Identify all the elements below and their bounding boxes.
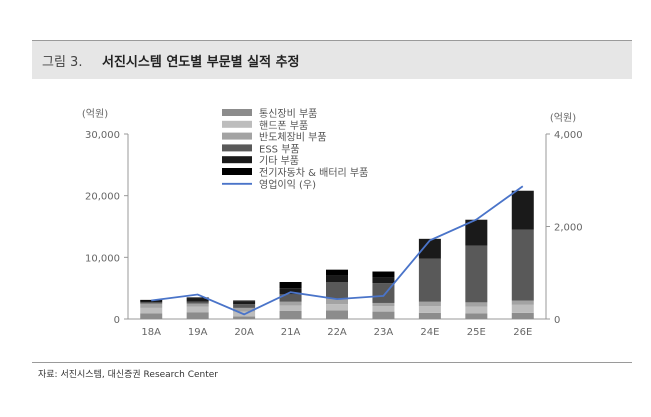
left-tick-label: 10,000 bbox=[85, 253, 120, 264]
x-tick-label: 18A bbox=[141, 327, 161, 338]
bar-segment bbox=[140, 302, 163, 304]
bar-segment bbox=[372, 302, 395, 307]
bar-segment bbox=[233, 300, 256, 302]
bar-segment bbox=[186, 297, 209, 299]
legend-swatch bbox=[222, 109, 252, 116]
legend-label: 전기자동차 & 배터리 부품 bbox=[259, 167, 368, 179]
figure-header: 그림 3. 서진시스템 연도별 부문별 실적 추정 bbox=[32, 41, 632, 79]
bar-segment bbox=[465, 219, 488, 246]
bar-segment bbox=[233, 307, 256, 312]
x-tick-label: 22A bbox=[327, 327, 347, 338]
bar-segment bbox=[418, 312, 441, 319]
bar-segment bbox=[418, 306, 441, 313]
bar-segment bbox=[511, 312, 534, 319]
bar-segment bbox=[511, 229, 534, 301]
left-tick-label: 30,000 bbox=[85, 130, 120, 141]
legend-swatch bbox=[222, 168, 252, 175]
legend-label: ESS 부품 bbox=[259, 143, 300, 155]
right-tick-label: 0 bbox=[554, 315, 560, 326]
bar-segment bbox=[465, 306, 488, 314]
bar-segment bbox=[418, 258, 441, 302]
legend-swatch bbox=[222, 120, 252, 128]
x-tick-label: 20A bbox=[234, 327, 254, 338]
bar-segment bbox=[140, 313, 163, 319]
bar-segment bbox=[511, 304, 534, 313]
x-tick-label: 21A bbox=[281, 327, 301, 338]
bar-segment bbox=[326, 275, 348, 282]
x-tick-label: 23A bbox=[374, 327, 394, 338]
left-axis-unit: (억원) bbox=[82, 108, 108, 120]
bar-segment bbox=[418, 238, 441, 259]
bar-segment bbox=[186, 303, 209, 307]
left-tick-label: 20,000 bbox=[85, 192, 120, 203]
bar-segment bbox=[279, 301, 302, 306]
bar-segment bbox=[372, 306, 395, 312]
legend-label: 영업이익 (우) bbox=[259, 178, 316, 191]
right-tick-label: 2,000 bbox=[554, 223, 583, 234]
figure-title: 서진시스템 연도별 부문별 실적 추정 bbox=[102, 55, 300, 70]
source-note: 자료: 서진시스템, 대신증권 Research Center bbox=[38, 370, 218, 380]
legend-label: 통신장비 부품 bbox=[259, 108, 317, 120]
bar-segment bbox=[140, 300, 163, 303]
bar-segment bbox=[279, 282, 302, 289]
bar-segment bbox=[233, 301, 256, 305]
legend-label: 핸드폰 부품 bbox=[259, 120, 308, 132]
x-tick-label: 26E bbox=[513, 327, 532, 338]
bar-segment bbox=[140, 307, 163, 314]
bar-segment bbox=[326, 310, 348, 319]
bar-segment bbox=[418, 301, 441, 307]
legend-label: 기타 부품 bbox=[259, 155, 299, 167]
bar-segment bbox=[326, 282, 348, 299]
right-axis-unit: (억원) bbox=[550, 112, 576, 124]
bar-segment bbox=[233, 304, 256, 308]
bar-segment bbox=[279, 305, 302, 311]
bar-segment bbox=[186, 301, 209, 304]
bar-segment bbox=[465, 313, 488, 319]
x-tick-label: 24E bbox=[420, 327, 439, 338]
bar-segment bbox=[279, 288, 302, 295]
bar-segment bbox=[372, 271, 395, 278]
footer-rule bbox=[32, 362, 632, 363]
bar-segment bbox=[465, 245, 488, 303]
legend-swatch bbox=[222, 132, 252, 140]
bar-segment bbox=[511, 190, 534, 230]
bar-segment bbox=[140, 303, 163, 308]
bar-segment bbox=[326, 304, 348, 311]
bar-segment bbox=[279, 310, 302, 319]
bar-segment bbox=[326, 298, 348, 305]
bar-segment bbox=[372, 277, 395, 284]
bar-segment bbox=[465, 302, 488, 307]
figure-label: 그림 3. bbox=[42, 55, 83, 70]
left-tick-label: 0 bbox=[114, 315, 120, 326]
bar-segment bbox=[233, 316, 256, 319]
bar-segment bbox=[511, 300, 534, 305]
bar-segment bbox=[326, 269, 348, 276]
x-tick-label: 19A bbox=[188, 327, 208, 338]
x-tick-label: 25E bbox=[467, 327, 486, 338]
header-top-rule bbox=[32, 40, 632, 41]
legend-swatch bbox=[222, 144, 252, 152]
bar-segment bbox=[372, 311, 395, 319]
bar-segment bbox=[186, 312, 209, 319]
legend-label: 반도체장비 부품 bbox=[259, 132, 327, 144]
bar-segment bbox=[279, 294, 302, 302]
legend-swatch bbox=[222, 156, 252, 164]
bar-segment bbox=[186, 306, 209, 313]
bar-segment bbox=[186, 298, 209, 302]
right-tick-label: 4,000 bbox=[554, 130, 583, 141]
